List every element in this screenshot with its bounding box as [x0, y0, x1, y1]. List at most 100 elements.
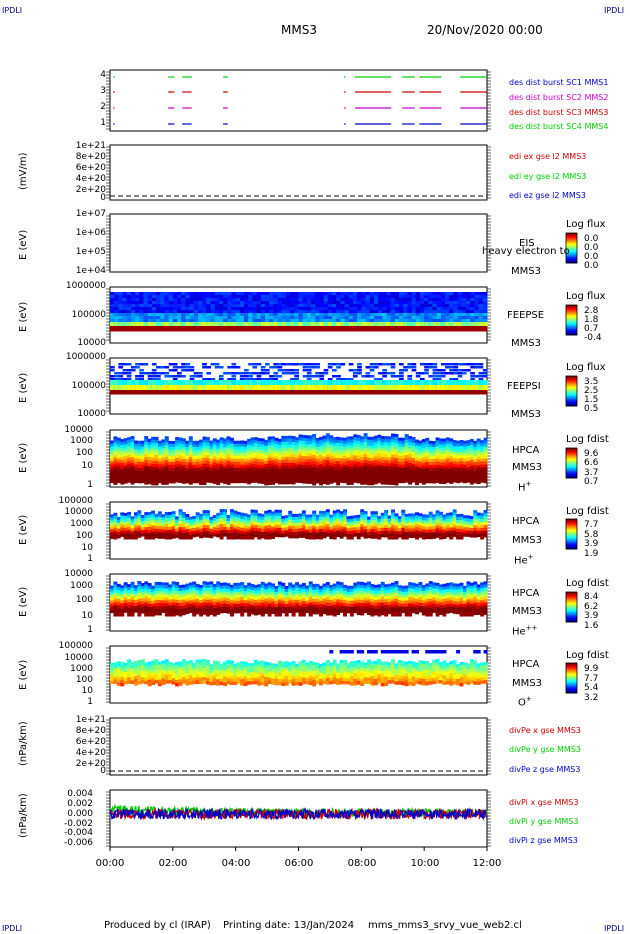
x-tick-label: 04:00 — [221, 858, 251, 869]
y-tick-label: 0.000 — [67, 809, 93, 819]
y-tick-label: 0.002 — [67, 799, 93, 809]
divpi-legend-y: divPi y gse MMS3 — [509, 817, 579, 826]
species-label: H+ — [518, 480, 532, 494]
y-tick-label: 0 — [100, 766, 106, 776]
colorbar-value: -0.4 — [584, 333, 602, 343]
instrument-label: FEEPSI — [507, 381, 541, 392]
edi-panel — [109, 144, 488, 201]
instrument-label: HPCA — [512, 588, 540, 599]
feepse-panel-image — [110, 292, 488, 332]
x-tick-label: 10:00 — [410, 858, 440, 869]
y-axis-label: (nPa/km) — [18, 721, 29, 766]
burst-legend-mms1: des dist burst SC1 MMS1 — [509, 78, 609, 87]
y-tick-label: 4 — [100, 70, 106, 80]
colorbar-value: 6.6 — [584, 458, 599, 468]
y-tick-label: 10000 — [64, 425, 93, 435]
divpi-legend-x: divPi x gse MMS3 — [509, 798, 579, 807]
y-tick-label: 1e+05 — [75, 247, 106, 257]
y-tick-label: 1 — [87, 697, 93, 707]
y-tick-label: 10000 — [77, 409, 106, 419]
y-axis-label: E (eV) — [18, 586, 29, 617]
edi-legend-ez: edi ez gse l2 MMS3 — [509, 191, 586, 200]
corner-mark-tr: IPDLI — [604, 6, 625, 15]
burst-legend-mms2: des dist burst SC2 MMS2 — [509, 93, 609, 102]
divpi-legend-z: divPi z gse MMS3 — [509, 836, 578, 845]
y-tick-label: 4e+20 — [75, 748, 106, 758]
instrument-label: HPCA — [512, 516, 540, 527]
feepsi-panel-image — [110, 363, 488, 395]
colorbar-6 — [566, 663, 577, 694]
y-tick-label: 10 — [81, 686, 93, 696]
hpca-o-panel-image — [110, 650, 488, 687]
colorbar-3 — [566, 448, 577, 479]
y-tick-label: 6e+20 — [75, 163, 106, 173]
y-tick-label: 4e+20 — [75, 174, 106, 184]
colorbar-value: 0.0 — [584, 243, 599, 253]
y-tick-label: 1000000 — [65, 352, 106, 362]
x-tick-label: 08:00 — [347, 858, 377, 869]
edi-legend-ex: edi ex gse l2 MMS3 — [509, 152, 587, 161]
y-tick-label: 1e+21 — [75, 715, 106, 725]
y-tick-label: 100 — [75, 675, 93, 685]
corner-mark-tl: IPDLI — [2, 6, 23, 15]
spacecraft-label: MMS3 — [511, 266, 541, 277]
spacecraft-label: MMS3 — [512, 678, 542, 689]
colorbar-value: 3.9 — [584, 611, 599, 621]
burst-legend-mms3: des dist burst SC3 MMS3 — [509, 108, 609, 117]
y-tick-label: 100000 — [58, 496, 93, 506]
corner-mark-bl: IPDLI — [2, 924, 23, 933]
y-axis-label: E (eV) — [18, 301, 29, 332]
instrument-label: EIS — [519, 238, 535, 249]
x-tick-label: 02:00 — [158, 858, 188, 869]
y-tick-label: 1e+04 — [75, 266, 106, 276]
y-tick-label: 8e+20 — [75, 726, 106, 736]
species-label: O+ — [518, 695, 532, 709]
burst-legend-mms4: des dist burst SC4 MMS4 — [509, 122, 609, 131]
y-tick-label: 100000 — [58, 641, 93, 651]
y-tick-label: 100 — [75, 595, 93, 605]
colorbar-value: 3.2 — [584, 693, 599, 703]
instrument-label: HPCA — [512, 445, 540, 456]
y-tick-label: 1000000 — [65, 281, 106, 291]
colorbar-value: 3.9 — [584, 539, 599, 549]
colorbar-value: 6.2 — [584, 602, 599, 612]
y-tick-label: 100 — [75, 531, 93, 541]
corner-mark-br: IPDLI — [604, 924, 625, 933]
species-label: He++ — [512, 624, 538, 638]
spacecraft-label: MMS3 — [512, 606, 542, 617]
colorbar-value: 0.0 — [584, 252, 599, 262]
divpi-trace-x — [109, 806, 488, 821]
y-tick-label: 1 — [87, 480, 93, 490]
divpe-panel — [109, 717, 488, 776]
y-tick-label: 100 — [75, 448, 93, 458]
y-tick-label: 1e+21 — [75, 141, 106, 151]
y-tick-label: 10000 — [64, 569, 93, 579]
y-tick-label: 1e+07 — [75, 209, 106, 219]
colorbar-value: 7.7 — [584, 520, 599, 530]
divpe-legend-z: divPe z gse MMS3 — [509, 765, 581, 774]
x-tick-label: 12:00 — [472, 858, 502, 869]
colorbar-title: Log fdist — [566, 434, 609, 445]
y-tick-label: -0.006 — [63, 838, 93, 848]
y-tick-label: 3 — [100, 86, 106, 96]
hpca-he-panel-image — [110, 509, 488, 540]
colorbar-value: 1.5 — [584, 395, 599, 405]
y-tick-label: 100000 — [71, 381, 106, 391]
colorbar-2 — [566, 376, 577, 407]
y-tick-label: 10000 — [64, 653, 93, 663]
colorbar-value: 0.5 — [584, 404, 599, 414]
y-tick-label: 1e+06 — [75, 228, 106, 238]
y-tick-label: 1 — [100, 118, 106, 128]
colorbar-title: Log flux — [566, 219, 606, 230]
y-tick-label: 0.004 — [67, 789, 93, 799]
y-tick-label: 1 — [87, 554, 93, 564]
y-axis-label: (nPa/km) — [18, 793, 29, 838]
colorbar-title: Log fdist — [566, 506, 609, 517]
y-tick-label: -0.004 — [63, 828, 93, 838]
hpca-h-panel-image — [110, 433, 488, 486]
y-axis-label: E (eV) — [18, 659, 29, 690]
y-tick-label: 2e+20 — [75, 759, 106, 769]
colorbar-value: 8.4 — [584, 592, 599, 602]
date-title: 20/Nov/2020 00:00 — [427, 23, 543, 37]
